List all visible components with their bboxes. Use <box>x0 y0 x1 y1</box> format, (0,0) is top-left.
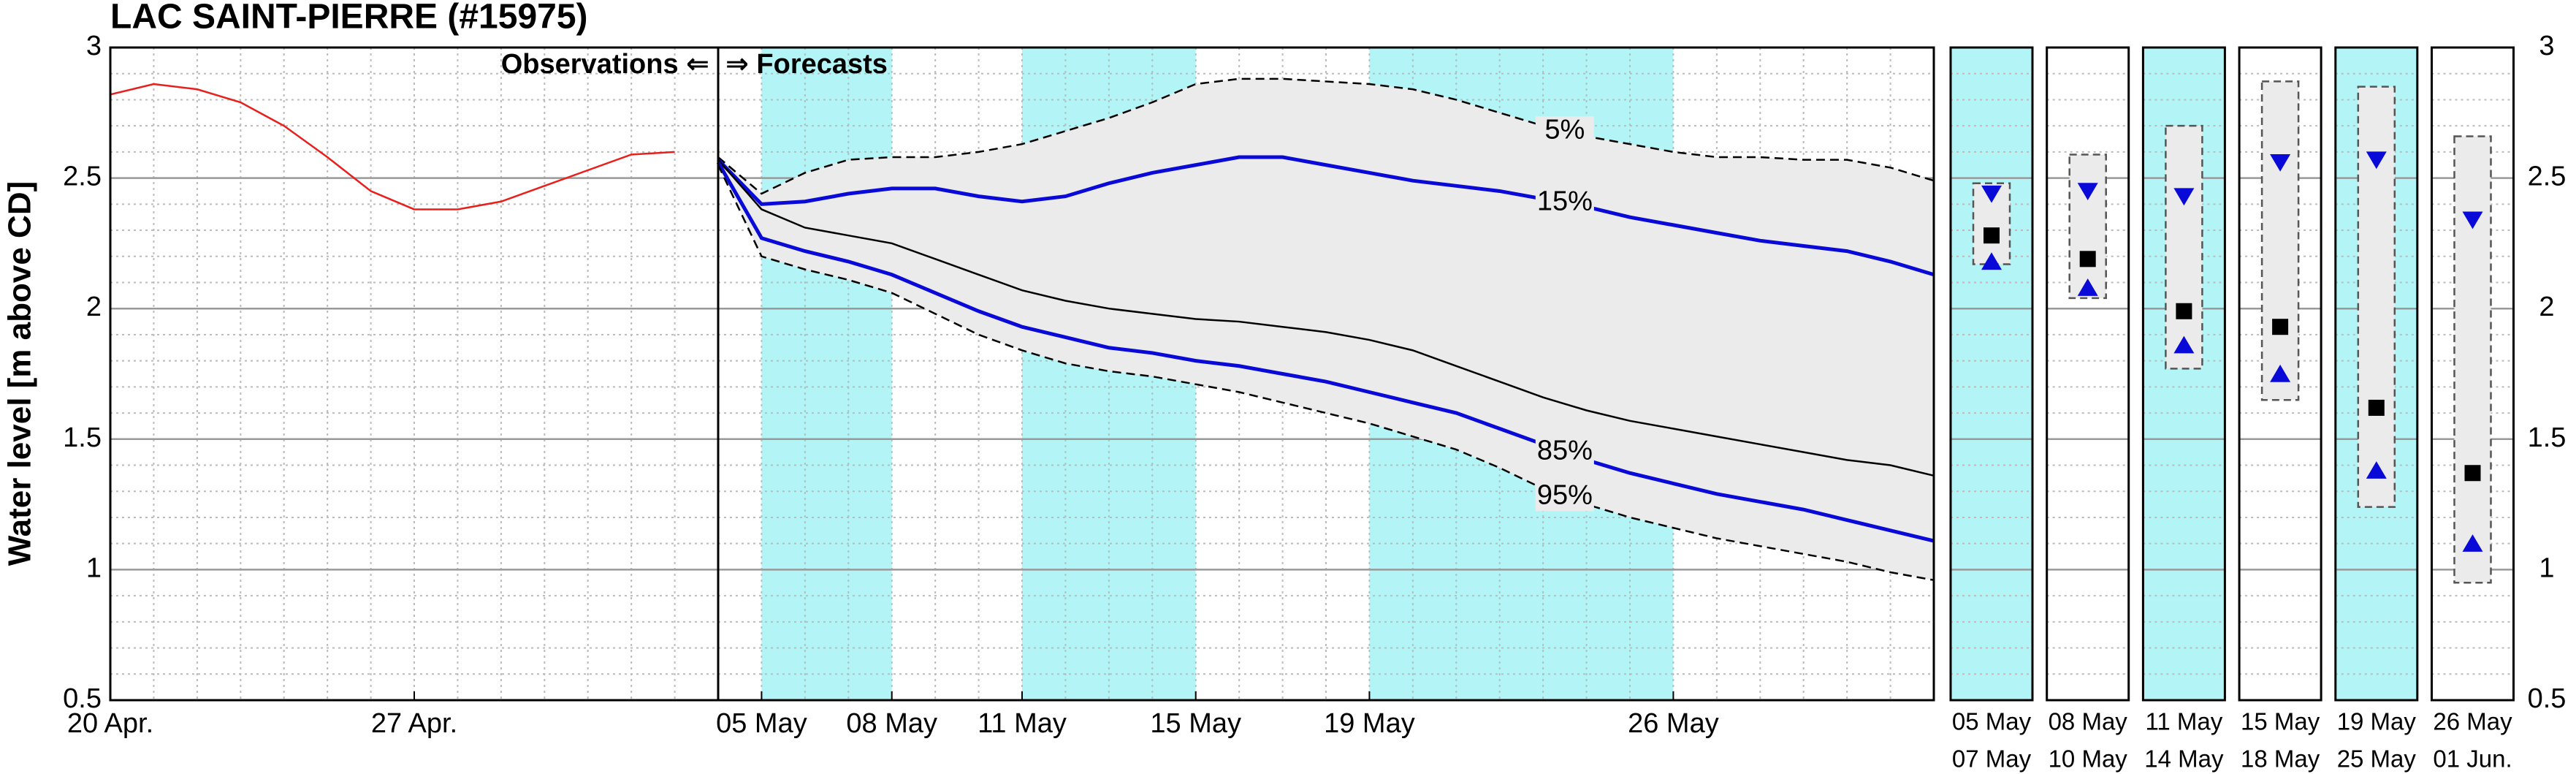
panel-frame <box>2334 46 2419 702</box>
y-tick-label: 2 <box>86 292 102 322</box>
y-tick-label: 3 <box>86 31 102 61</box>
y-tick-label: 2.5 <box>63 162 102 192</box>
range-box <box>2453 135 2492 584</box>
lower-marker <box>2462 534 2483 552</box>
panel-frame <box>2046 46 2130 702</box>
x-tick-label: 15 May <box>1150 708 1241 739</box>
upper-marker <box>2077 183 2098 201</box>
lower-marker <box>2077 278 2098 296</box>
y-tick-label: 2 <box>2539 292 2554 322</box>
shaded-period <box>761 48 892 700</box>
median-marker <box>1984 227 2000 244</box>
y-tick-label: 1 <box>86 553 102 583</box>
x-tick-label: 08 May <box>846 708 937 739</box>
panel <box>1951 48 2032 700</box>
y-axis-label: Water level [m above CD] <box>2 181 38 566</box>
x-tick-label: 11 May <box>978 708 1067 739</box>
panel <box>2046 48 2129 700</box>
plot-frame <box>109 46 1935 702</box>
series-line <box>717 164 1935 581</box>
y-tick-label: 0.5 <box>63 683 102 714</box>
series-line <box>717 159 1935 477</box>
y-tick-label: 1.5 <box>63 422 102 453</box>
forecast-envelope <box>718 78 1934 580</box>
x-tick-label: 07 May <box>1952 745 2032 773</box>
upper-marker <box>2366 151 2387 170</box>
range-box <box>2068 153 2107 300</box>
x-tick-label: 11 May <box>2146 708 2223 735</box>
x-tick-label: 25 May <box>2337 745 2417 773</box>
series-label: 15% <box>1537 186 1593 217</box>
series-label: 85% <box>1537 436 1593 466</box>
series-line <box>717 155 1935 277</box>
lower-marker <box>2173 335 2195 354</box>
label-background <box>1535 437 1594 467</box>
median-marker <box>2368 399 2385 416</box>
median-marker <box>2464 465 2481 482</box>
series-line <box>110 83 675 210</box>
x-tick-label: 14 May <box>2144 745 2224 773</box>
x-tick-label: 15 May <box>2241 708 2320 735</box>
annotation: Observations ⇐ <box>501 49 709 80</box>
label-background <box>1535 188 1594 218</box>
median-marker <box>2272 319 2289 335</box>
x-tick-label: 19 May <box>1324 708 1415 739</box>
x-tick-label: 08 May <box>2049 708 2128 735</box>
series-line <box>717 77 1935 195</box>
range-box <box>2165 124 2203 370</box>
y-tick-label: 0.5 <box>2528 683 2567 714</box>
lower-marker <box>2270 364 2291 382</box>
x-tick-label: 27 Apr. <box>371 708 457 739</box>
y-tick-label: 1.5 <box>2528 422 2567 453</box>
x-tick-label: 19 May <box>2337 708 2417 735</box>
upper-marker <box>2173 188 2195 206</box>
y-tick-label: 1 <box>2539 553 2554 583</box>
x-tick-label: 26 May <box>1628 708 1719 739</box>
x-tick-label: 20 Apr. <box>67 708 153 739</box>
range-box <box>2357 86 2396 508</box>
lower-marker <box>2366 461 2387 479</box>
x-tick-label: 05 May <box>716 708 807 739</box>
x-tick-label: 26 May <box>2433 708 2512 735</box>
series-label: 5% <box>1544 114 1585 145</box>
lower-marker <box>1981 252 2002 270</box>
x-tick-label: 10 May <box>2049 745 2128 773</box>
upper-marker <box>1981 185 2002 203</box>
x-tick-label: 18 May <box>2241 745 2320 773</box>
median-marker <box>2079 251 2096 268</box>
series-label: 95% <box>1537 479 1593 510</box>
series-line <box>716 161 1935 543</box>
chart-title: LAC SAINT-PIERRE (#15975) <box>110 0 588 37</box>
label-background <box>1535 482 1594 512</box>
upper-marker <box>2462 211 2483 229</box>
panel-frame <box>1949 46 2034 702</box>
label-background <box>1535 116 1594 146</box>
panel-frame <box>2141 46 2226 702</box>
annotation: ⇒ Forecasts <box>725 49 888 80</box>
upper-marker <box>2270 153 2291 172</box>
panel-frame <box>2431 46 2515 702</box>
panel-frame <box>2238 46 2322 702</box>
y-tick-label: 3 <box>2539 31 2554 61</box>
y-tick-label: 2.5 <box>2528 162 2567 192</box>
range-box <box>2260 80 2300 401</box>
x-tick-label: 05 May <box>1952 708 2032 735</box>
x-tick-label: 01 Jun. <box>2433 745 2512 773</box>
median-marker <box>2176 303 2192 319</box>
